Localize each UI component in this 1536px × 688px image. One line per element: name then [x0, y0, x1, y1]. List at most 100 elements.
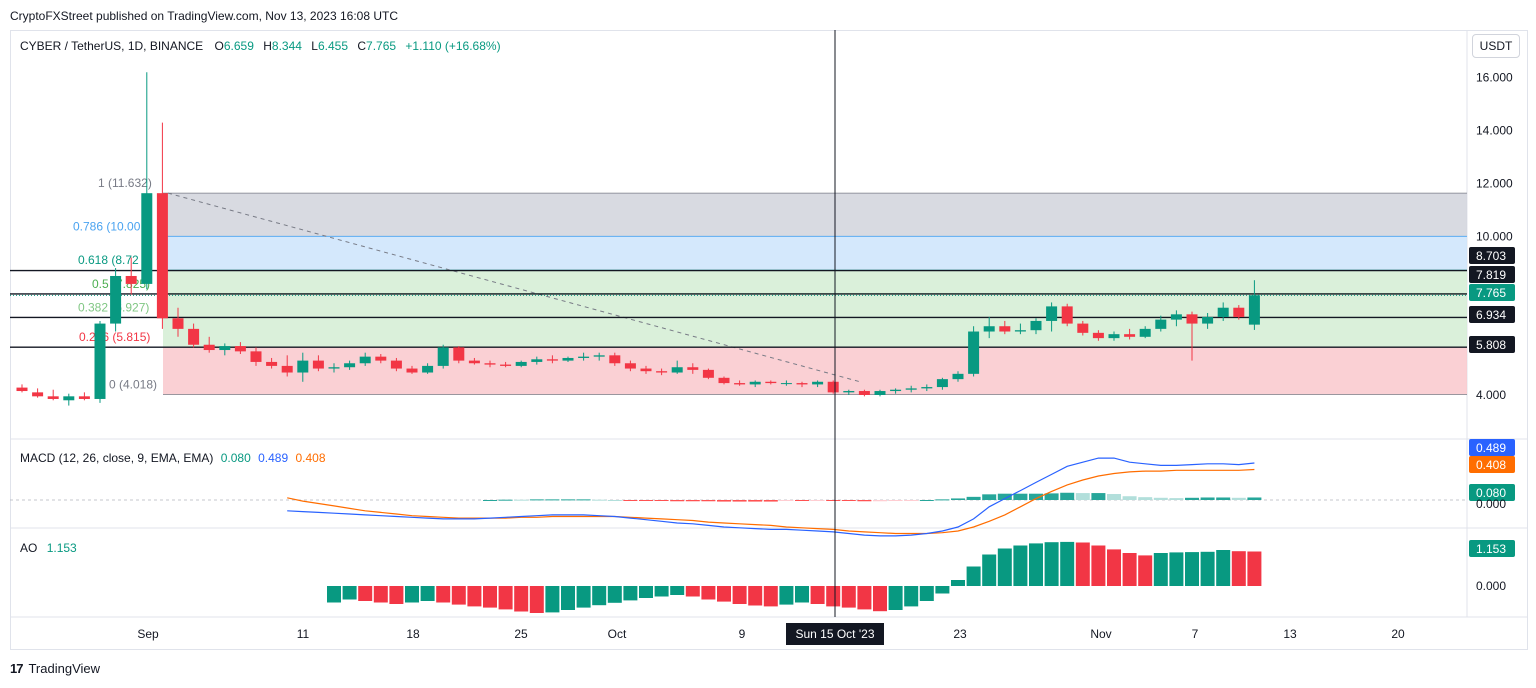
ao-bar: [514, 586, 529, 612]
macd-histogram-bar: [1185, 497, 1199, 500]
footer: 17 TradingView: [10, 661, 100, 676]
candle: [1170, 314, 1182, 320]
macd-histogram-bar: [1107, 494, 1121, 500]
ao-bar: [405, 586, 419, 603]
ao-bar: [951, 580, 965, 586]
candle: [1092, 332, 1104, 339]
price-tag-label: 7.819: [1476, 268, 1506, 282]
macd-histogram-bar: [498, 499, 513, 501]
ao-value: 1.153: [46, 541, 77, 555]
macd-tag: [1469, 484, 1515, 501]
price-tag-label: 6.934: [1476, 308, 1506, 322]
candle: [578, 356, 590, 358]
ao-bar: [795, 586, 809, 603]
tradingview-logo-icon[interactable]: 17: [10, 661, 24, 676]
macd-histogram-bar: [748, 500, 763, 502]
fib-zone: [163, 193, 1467, 237]
ao-bar: [1044, 542, 1059, 586]
macd-tag: [1469, 456, 1515, 473]
open-label: O: [214, 39, 224, 53]
candle: [453, 347, 465, 361]
ao-legend: AO 1.153: [20, 541, 77, 555]
candle: [1233, 307, 1245, 317]
ao-bar: [436, 586, 451, 603]
ao-bar: [420, 586, 435, 601]
macd-histogram-bar: [951, 498, 965, 500]
time-axis-label: 13: [1283, 627, 1297, 641]
candle: [422, 365, 434, 373]
close-value: 7.765: [366, 39, 397, 53]
ao-bar: [919, 586, 934, 601]
macd-histogram-bar: [654, 500, 669, 501]
candle: [687, 367, 699, 370]
price-axis-tick: 4.000: [1476, 388, 1506, 402]
candle: [874, 391, 886, 395]
price-tag-label: 8.703: [1476, 249, 1506, 263]
ao-tag-label: 1.153: [1476, 542, 1506, 556]
candle: [843, 391, 855, 393]
candle: [515, 361, 527, 366]
candle: [546, 359, 558, 361]
ao-axis-tick: 0.000: [1476, 579, 1506, 593]
candle: [78, 396, 90, 399]
ao-bar: [904, 586, 919, 607]
time-axis-label: 18: [406, 627, 420, 641]
candle: [1061, 306, 1073, 324]
time-axis-label: 25: [514, 627, 528, 641]
macd-histogram-bar: [607, 500, 622, 501]
macd-histogram-bar: [576, 499, 591, 501]
candle: [484, 363, 496, 365]
close-label: C: [357, 39, 367, 53]
ao-bar: [1216, 550, 1231, 586]
low-label: L: [311, 39, 318, 53]
price-tag: [1469, 266, 1515, 283]
macd-histogram-bar: [1138, 497, 1153, 500]
macd-tag: [1469, 439, 1515, 456]
macd-histogram-bar: [623, 500, 638, 501]
candle: [1046, 306, 1058, 321]
candle: [656, 371, 668, 373]
macd-histogram-bar: [857, 500, 872, 502]
price-tag: [1469, 336, 1515, 353]
candle: [905, 388, 917, 390]
candle: [936, 379, 948, 388]
candle: [749, 381, 761, 385]
ao-bar: [1185, 552, 1199, 586]
candle: [1217, 307, 1229, 317]
ao-bar: [1091, 545, 1106, 586]
macd-label[interactable]: MACD (12, 26, close, 9, EMA, EMA): [20, 451, 214, 465]
macd-histogram-bar: [904, 500, 919, 501]
price-axis-tick: 14.000: [1476, 124, 1513, 138]
macd-histogram-bar: [873, 500, 887, 502]
ao-bar: [607, 586, 622, 603]
price-tag: [1469, 247, 1515, 264]
ao-bar: [826, 586, 841, 607]
high-label: H: [263, 39, 272, 53]
candle: [1014, 330, 1026, 332]
macd-histogram-bar: [1029, 493, 1043, 500]
candle: [1108, 334, 1120, 339]
candle: [827, 381, 839, 393]
ao-bar: [654, 586, 669, 597]
macd-histogram-bar: [561, 499, 575, 501]
price-axis-tick: 10.000: [1476, 229, 1513, 243]
open-value: 6.659: [223, 39, 254, 53]
ao-label[interactable]: AO: [20, 541, 38, 555]
footer-brand[interactable]: TradingView: [28, 661, 101, 676]
candle: [671, 367, 683, 373]
candle: [172, 318, 184, 329]
symbol-name[interactable]: CYBER / TetherUS, 1D, BINANCE: [20, 39, 204, 53]
currency-button[interactable]: USDT: [1472, 34, 1520, 58]
macd-histogram-bar: [592, 499, 607, 501]
ao-bar: [717, 586, 731, 602]
ao-bar: [670, 586, 685, 595]
macd-signal-value: 0.408: [295, 451, 326, 465]
ao-bar: [841, 586, 856, 608]
macd-histogram-bar: [982, 494, 997, 500]
candle: [780, 383, 792, 385]
macd-histogram-bar: [514, 499, 529, 501]
macd-histogram-bar: [1122, 496, 1137, 500]
candle: [375, 356, 387, 361]
macd-histogram-bar: [685, 500, 700, 502]
